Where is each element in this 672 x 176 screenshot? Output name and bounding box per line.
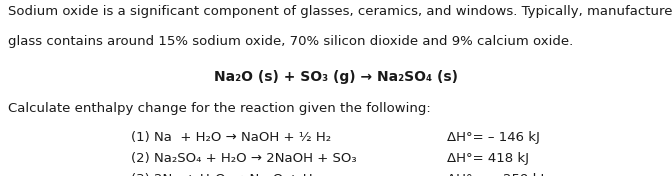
Text: Na₂O (s) + SO₃ (g) → Na₂SO₄ (s): Na₂O (s) + SO₃ (g) → Na₂SO₄ (s) [214,70,458,84]
Text: ΔH°= – 146 kJ: ΔH°= – 146 kJ [447,131,540,144]
Text: (2) Na₂SO₄ + H₂O → 2NaOH + SO₃: (2) Na₂SO₄ + H₂O → 2NaOH + SO₃ [131,152,357,165]
Text: Sodium oxide is a significant component of glasses, ceramics, and windows. Typic: Sodium oxide is a significant component … [8,5,672,18]
Text: glass contains around 15% sodium oxide, 70% silicon dioxide and 9% calcium oxide: glass contains around 15% sodium oxide, … [8,35,573,48]
Text: (3) 2Na + H₂O  → Na₂O + H₂: (3) 2Na + H₂O → Na₂O + H₂ [131,173,318,176]
Text: Calculate enthalpy change for the reaction given the following:: Calculate enthalpy change for the reacti… [8,102,431,115]
Text: ΔH°= 418 kJ: ΔH°= 418 kJ [447,152,529,165]
Text: (1) Na  + H₂O → NaOH + ½ H₂: (1) Na + H₂O → NaOH + ½ H₂ [131,131,331,144]
Text: ΔH° = – 259 kJ: ΔH° = – 259 kJ [447,173,544,176]
